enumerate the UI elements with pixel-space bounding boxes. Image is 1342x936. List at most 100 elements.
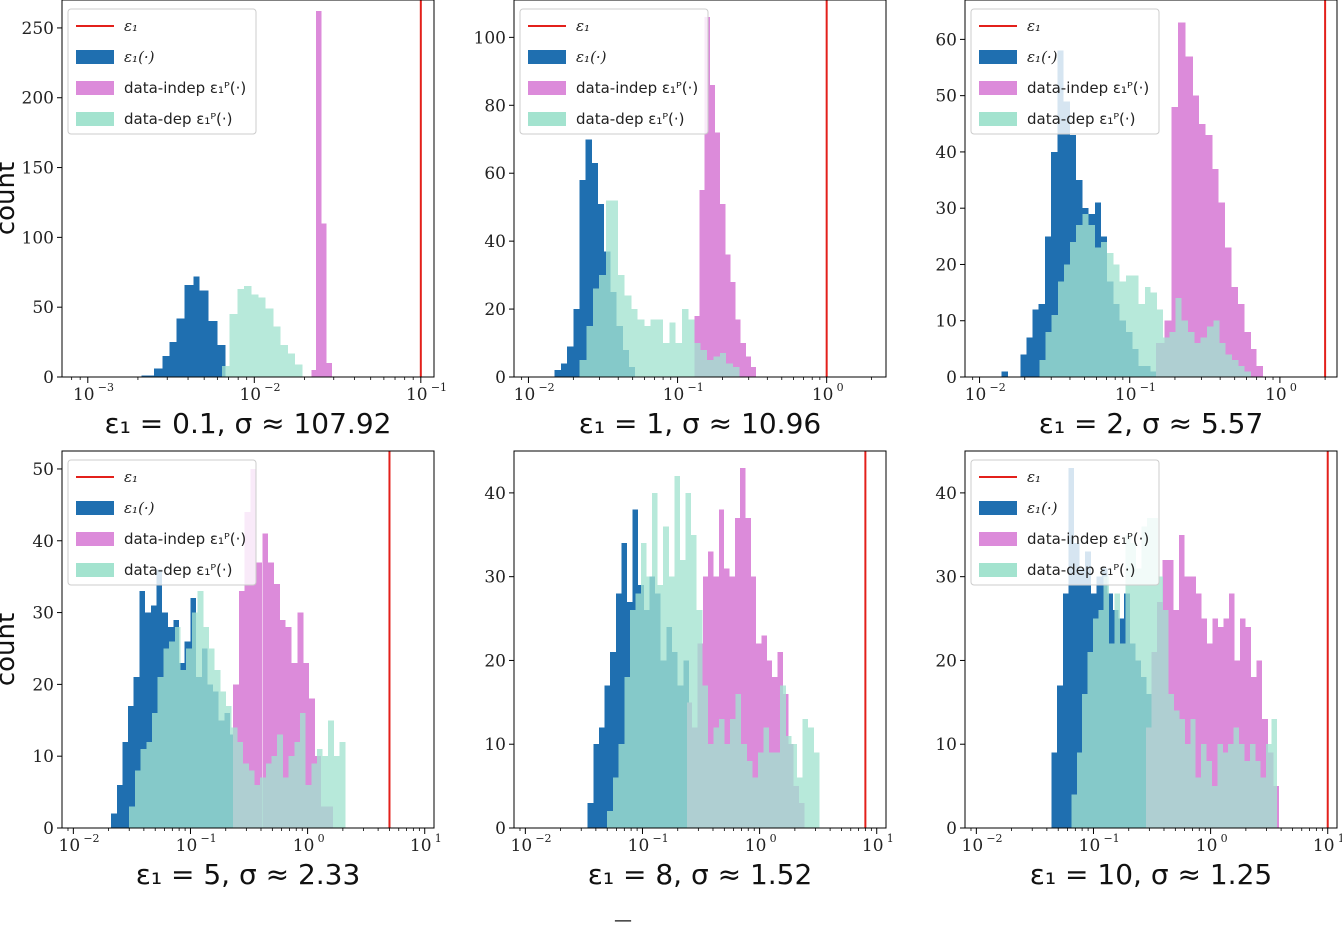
bar-indep bbox=[250, 468, 257, 828]
bar-indep bbox=[714, 132, 721, 377]
bar-eps bbox=[1057, 50, 1064, 377]
bar-indep bbox=[750, 576, 757, 828]
bar-dep bbox=[707, 744, 714, 828]
series-indep-bars bbox=[311, 11, 332, 377]
y-tick-label: 50 bbox=[935, 87, 957, 107]
bar-indep bbox=[1212, 168, 1219, 377]
bar-dep bbox=[769, 752, 775, 828]
legend-box bbox=[67, 8, 257, 135]
bar-dep bbox=[1157, 309, 1164, 377]
bar-indep bbox=[1192, 95, 1200, 377]
legend-swatch-dep bbox=[528, 112, 566, 126]
bar-indep bbox=[316, 11, 322, 377]
bar-dep bbox=[675, 343, 682, 377]
bar-dep bbox=[696, 610, 703, 828]
bar-dep bbox=[1157, 576, 1164, 828]
bar-eps bbox=[1050, 151, 1058, 377]
bar-eps bbox=[604, 685, 611, 828]
x-tick-exponent: −1 bbox=[688, 381, 704, 394]
bar-dep bbox=[1039, 360, 1046, 377]
x-tick-label: 10 bbox=[406, 385, 428, 405]
x-tick-exponent: −2 bbox=[83, 832, 99, 845]
y-tick-label: 50 bbox=[32, 298, 54, 318]
bar-indep bbox=[709, 84, 715, 377]
bar-indep bbox=[326, 363, 332, 377]
bar-indep bbox=[777, 652, 783, 828]
bar-dep bbox=[668, 576, 675, 828]
bar-dep bbox=[1169, 331, 1176, 377]
bar-dep bbox=[1114, 593, 1120, 828]
bar-dep bbox=[624, 677, 630, 828]
series-eps-bars bbox=[141, 276, 226, 377]
bar-dep bbox=[713, 727, 719, 828]
legend-label-line: ε₁ bbox=[1027, 468, 1041, 486]
bar-dep bbox=[273, 326, 281, 377]
bar-dep bbox=[1150, 292, 1158, 377]
bar-eps bbox=[141, 375, 155, 377]
bar-dep bbox=[813, 752, 820, 828]
bar-eps bbox=[128, 705, 134, 828]
legend-label-eps: ε₁(·) bbox=[124, 48, 155, 66]
bar-dep bbox=[1194, 343, 1201, 377]
x-tick-label: 10 bbox=[1196, 836, 1218, 856]
bar-eps bbox=[184, 284, 194, 377]
bar-dep bbox=[322, 756, 329, 828]
bar-dep bbox=[1098, 610, 1104, 828]
x-tick-label: 10 bbox=[663, 385, 685, 405]
y-tick-label: 10 bbox=[935, 312, 957, 332]
x-tick-label: 10 bbox=[511, 836, 533, 856]
bar-dep bbox=[652, 492, 658, 828]
y-tick-label: 0 bbox=[43, 819, 54, 839]
bar-eps bbox=[1020, 354, 1027, 377]
bar-dep bbox=[169, 641, 175, 828]
bar-eps bbox=[587, 802, 594, 828]
bar-dep bbox=[612, 200, 619, 377]
bar-dep bbox=[1266, 744, 1272, 828]
bar-indep bbox=[1223, 618, 1229, 828]
y-tick-label: 200 bbox=[22, 89, 54, 109]
bar-dep bbox=[1119, 281, 1126, 377]
bar-dep bbox=[802, 719, 809, 828]
bar-dep bbox=[287, 353, 296, 377]
x-axis-label: ε₁ = 0.1, σ ≈ 107.92 bbox=[105, 407, 392, 440]
y-tick-label: 40 bbox=[935, 484, 957, 504]
y-tick-label: 20 bbox=[484, 300, 506, 320]
y-tick-label: 80 bbox=[484, 96, 506, 116]
bar-dep bbox=[339, 741, 346, 828]
bar-dep bbox=[254, 784, 261, 828]
bar-dep bbox=[152, 713, 158, 828]
bar-eps bbox=[133, 677, 140, 828]
bar-dep bbox=[719, 353, 727, 377]
bar-indep bbox=[1256, 660, 1263, 828]
bar-dep bbox=[251, 294, 259, 377]
legend-label-indep: data-indep ε₁ᴾ(·) bbox=[1027, 79, 1149, 97]
series-dep-bars bbox=[607, 476, 820, 828]
bar-dep bbox=[694, 343, 701, 377]
legend-swatch-dep bbox=[979, 563, 1017, 577]
bar-dep bbox=[1082, 213, 1089, 377]
legend-label-eps: ε₁(·) bbox=[124, 499, 155, 517]
bar-eps bbox=[591, 163, 599, 377]
bar-dep bbox=[644, 326, 651, 377]
bar-dep bbox=[702, 685, 708, 828]
legend-label-eps: ε₁(·) bbox=[576, 48, 607, 66]
legend-label-indep: data-indep ε₁ᴾ(·) bbox=[124, 530, 246, 548]
bar-eps bbox=[567, 346, 574, 377]
bar-indep bbox=[1250, 348, 1257, 377]
bar-dep bbox=[685, 492, 692, 828]
bar-dep bbox=[797, 777, 803, 828]
bar-dep bbox=[1051, 315, 1058, 377]
x-tick-exponent: −1 bbox=[1140, 381, 1156, 394]
x-tick-label: 10 bbox=[59, 836, 81, 856]
bar-indep bbox=[279, 619, 286, 828]
bar-dep bbox=[1045, 331, 1052, 377]
bar-dep bbox=[1225, 354, 1233, 377]
bar-dep bbox=[1146, 518, 1153, 828]
legend-box bbox=[67, 459, 257, 586]
bar-dep bbox=[640, 543, 647, 828]
legend-label-line: ε₁ bbox=[576, 17, 590, 35]
bar-dep bbox=[1195, 777, 1202, 828]
bar-indep bbox=[1201, 618, 1207, 828]
x-tick-label: 10 bbox=[73, 385, 95, 405]
